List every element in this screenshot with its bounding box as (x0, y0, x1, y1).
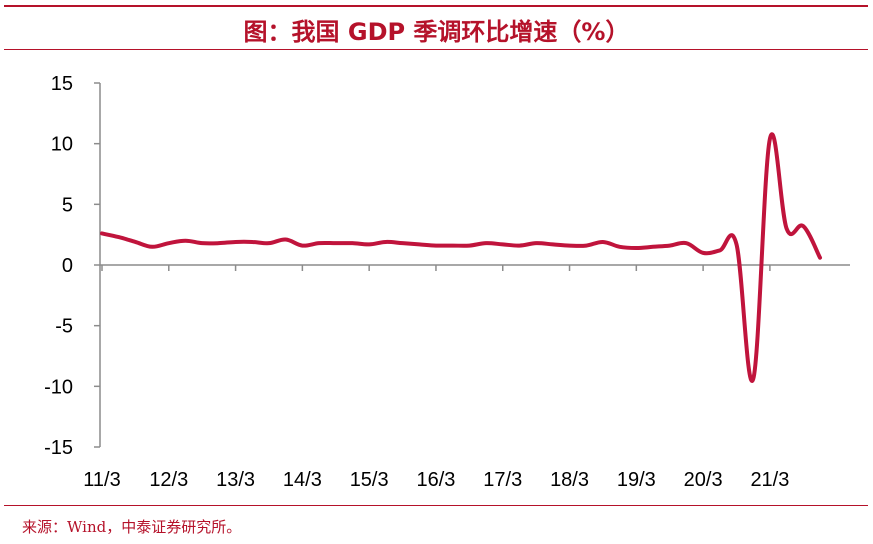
chart-axes (94, 82, 850, 448)
y-tick-label: 0 (62, 255, 73, 277)
x-tick-label: 12/3 (149, 469, 188, 491)
x-tick-label: 19/3 (617, 469, 656, 491)
gdp-qoq-growth-line (100, 132, 822, 383)
y-tick-label: -15 (44, 437, 73, 459)
y-tick-label: -10 (44, 376, 73, 398)
top-rule (4, 5, 868, 7)
y-tick-label: -5 (55, 316, 73, 338)
x-tick-label: 11/3 (83, 469, 120, 491)
y-tick-label: 10 (51, 134, 73, 156)
x-tick-label: 21/3 (750, 469, 789, 491)
y-axis-tick-labels: 15 10 5 0 -5 -10 -15 (44, 73, 73, 459)
bottom-rule (4, 505, 868, 506)
x-axis-tick-labels: 11/3 12/3 13/3 14/3 15/3 16/3 17/3 18/3 19/3 20/3… (83, 469, 789, 491)
x-tick-label: 15/3 (350, 469, 389, 491)
source-note: 来源：Wind，中泰证券研究所。 (22, 518, 242, 536)
x-tick-label: 14/3 (283, 469, 322, 491)
chart-title: 图：我国 GDP 季调环比增速（%） (243, 18, 630, 46)
x-tick-label: 17/3 (483, 469, 522, 491)
x-tick-label: 20/3 (684, 469, 723, 491)
y-tick-label: 5 (62, 194, 73, 216)
x-tick-label: 13/3 (216, 469, 255, 491)
x-tick-label: 16/3 (416, 469, 455, 491)
y-tick-label: 15 (51, 73, 73, 95)
title-divider (4, 49, 868, 50)
x-tick-label: 18/3 (550, 469, 589, 491)
series-layer (100, 132, 822, 383)
